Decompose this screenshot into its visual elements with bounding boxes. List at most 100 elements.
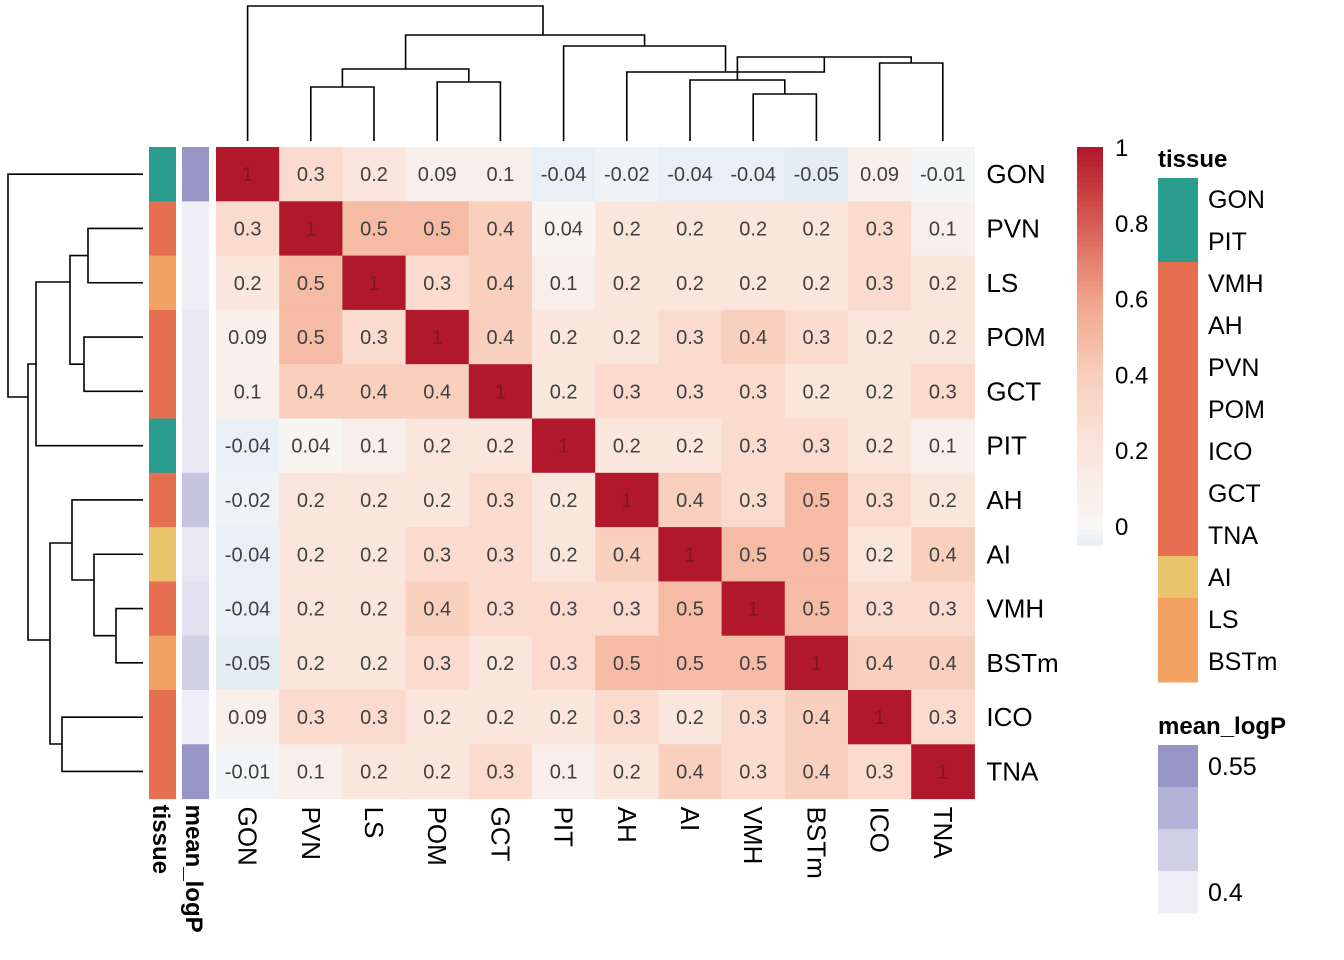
tissue-legend-label-LS: LS (1208, 606, 1239, 634)
cell-value-label: 0.2 (613, 761, 641, 783)
colorbar-segment (1077, 186, 1103, 193)
tissue-annotation-cell-VMH (149, 581, 176, 637)
cell-value-label: 0.2 (486, 653, 514, 675)
cell-value-label: 0.2 (550, 707, 578, 729)
cell-value-label: 0.4 (297, 381, 325, 403)
dendrogram-branch (436, 81, 502, 141)
cell-value-label: 0.5 (297, 273, 325, 295)
heatmap-cell-BSTm-ICO (848, 635, 912, 691)
heatmap-cell-TNA-TNA (911, 744, 975, 800)
cell-value-label: 0.3 (929, 707, 957, 729)
cell-value-label: 0.4 (360, 381, 388, 403)
heatmap-cell-BSTm-BSTm (784, 635, 849, 691)
cell-value-label: 0.2 (234, 273, 262, 295)
row-label-TNA: TNA (986, 756, 1039, 786)
heatmap-cell-ICO-VMH (721, 690, 786, 745)
colorbar-segment (1077, 465, 1103, 471)
cell-value-label: 0.3 (423, 653, 451, 675)
heatmap-cell-GCT-AH (595, 364, 659, 419)
cell-value-label: 0.4 (929, 544, 957, 566)
colorbar-segment (1077, 276, 1103, 282)
cell-value-label: 0.4 (929, 653, 957, 675)
heatmap-cell-TNA-AH (595, 744, 659, 800)
heatmap-cell-POM-GON (216, 309, 280, 365)
colorbar-segment (1077, 196, 1103, 203)
colorbar-segment (1077, 341, 1103, 347)
dendrogram-branch (71, 499, 143, 581)
cell-value-label: 0.5 (423, 218, 451, 240)
heatmap-cell-LS-GCT (468, 255, 533, 311)
heatmap-cell-PVN-TNA (911, 201, 975, 257)
tissue-legend-swatch-GON (1158, 178, 1198, 221)
heatmap-cell-AI-VMH (721, 527, 786, 582)
tissue-legend-swatch-ICO (1158, 430, 1198, 473)
dendrogram-branch (7, 173, 143, 398)
row-label-PVN: PVN (986, 213, 1039, 243)
cell-value-label: 0.2 (676, 273, 704, 295)
heatmap-cell-POM-BSTm (784, 309, 849, 365)
cell-value-label: 0.3 (486, 490, 514, 512)
colorbar-tick-label: 0 (1115, 514, 1128, 541)
heatmap-cell-AI-PIT (532, 527, 596, 582)
cell-value-label: 0.2 (929, 490, 957, 512)
heatmap-cell-POM-POM (405, 309, 470, 365)
tissue-legend-swatch-AH (1158, 304, 1198, 347)
heatmap-cell-PIT-ICO (848, 418, 912, 474)
cell-value-label: 0.3 (676, 381, 704, 403)
cell-value-label: 0.2 (613, 273, 641, 295)
dendrogram-branch (83, 336, 143, 393)
cell-value-label: 0.2 (360, 544, 388, 566)
colorbar-segment (1077, 181, 1103, 188)
cell-value-label: 0.4 (802, 707, 830, 729)
mean-logp-legend-swatch (1158, 787, 1198, 830)
heatmap-cell-AH-PVN (279, 472, 343, 528)
colorbar-segment (1077, 450, 1103, 457)
tissue-legend-swatch-BSTm (1158, 640, 1198, 683)
cell-value-label: 0.5 (297, 327, 325, 349)
cell-value-label: 1 (242, 164, 253, 186)
heatmap-cell-AI-ICO (848, 527, 912, 582)
colorbar-tick-label: 0.4 (1115, 362, 1148, 389)
colorbar-segment (1077, 490, 1103, 496)
colorbar-segment (1077, 211, 1103, 218)
cell-value-label: 0.4 (486, 273, 514, 295)
column-label-BSTm: BSTm (801, 807, 831, 879)
heatmap-cell-GCT-AI (658, 364, 723, 419)
heatmap-cell-PVN-ICO (848, 201, 912, 257)
cell-value-label: 0.5 (802, 599, 830, 621)
cell-value-label: 0.3 (613, 707, 641, 729)
mean-logp-annotation-cell (182, 635, 209, 691)
heatmap-cell-AH-TNA (911, 472, 975, 528)
cell-value-label: 0.3 (739, 381, 767, 403)
colorbar-segment (1077, 256, 1103, 263)
column-label-GON: GON (233, 807, 263, 866)
heatmap-cell-GCT-TNA (911, 364, 975, 419)
cell-value-label: 0.2 (297, 490, 325, 512)
mean-logp-annotation-cell (182, 147, 209, 202)
cell-value-label: 0.4 (423, 381, 451, 403)
cell-value-label: 0.5 (802, 490, 830, 512)
dendrogram-branch (61, 716, 143, 773)
heatmap-cell-AH-AI (658, 472, 723, 528)
colorbar-segment (1077, 326, 1103, 332)
column-label-VMH: VMH (738, 807, 768, 865)
dendrogram-branch (404, 34, 646, 69)
cell-value-label: 0.2 (866, 544, 894, 566)
colorbar-segment (1077, 236, 1103, 243)
row-label-LS: LS (986, 268, 1018, 298)
cell-value-label: -0.04 (225, 544, 271, 566)
cell-value-label: 0.3 (802, 327, 830, 349)
colorbar-segment (1077, 147, 1103, 153)
heatmap-cell-ICO-GCT (468, 690, 533, 745)
colorbar-segment (1077, 385, 1103, 392)
cell-value-label: 1 (432, 327, 443, 349)
column-labels: GON PVN LS POM GCT PIT AH AI VMH BSTm ICO TNA (233, 807, 958, 879)
heatmap-grid: 1 0.3 0.2 0.09 0.1 -0.04 -0.02 -0.04 -0.04 -0.05 0… (216, 147, 975, 800)
heatmap-cell-AH-GCT (468, 472, 533, 528)
mean-logp-legend-swatch (1158, 871, 1198, 914)
heatmap-cell-AH-AH (595, 472, 659, 528)
tissue-legend-label-VMH: VMH (1208, 270, 1264, 298)
cell-value-label: 0.2 (423, 490, 451, 512)
colorbar-segment (1077, 206, 1103, 213)
heatmap-cell-TNA-LS (342, 744, 407, 800)
